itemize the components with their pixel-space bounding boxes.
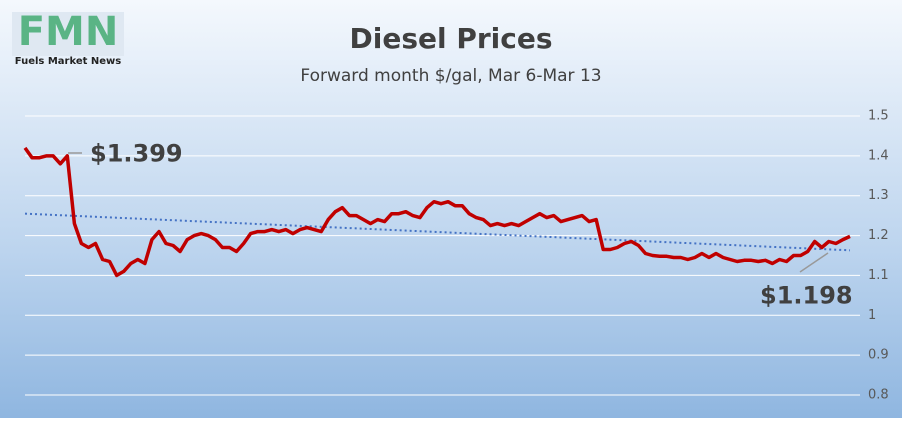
leader-line: [799, 252, 829, 273]
y-tick-label: 1.4: [868, 148, 889, 163]
y-tick-label: 1.5: [868, 109, 889, 124]
y-tick-label: 0.8: [868, 388, 889, 403]
annotation: $1.399: [90, 139, 183, 167]
y-tick-label: 1.3: [868, 188, 889, 203]
logo-box: [12, 12, 124, 56]
logo-letters: FMN: [18, 9, 119, 55]
logo-name: Fuels Market News: [15, 56, 122, 67]
chart-subtitle: Forward month $/gal, Mar 6-Mar 13: [300, 66, 601, 86]
line-series: [23, 146, 851, 278]
y-tick-label: 1: [868, 308, 876, 323]
y-tick-label: 0.9: [868, 348, 889, 363]
logo: FMN Fuels Market News: [12, 9, 124, 67]
annotation: $1.198: [760, 281, 853, 309]
y-tick-label: 1.1: [868, 268, 889, 283]
y-tick-label: 1.2: [868, 228, 889, 243]
chart-title: Diesel Prices: [349, 22, 552, 55]
